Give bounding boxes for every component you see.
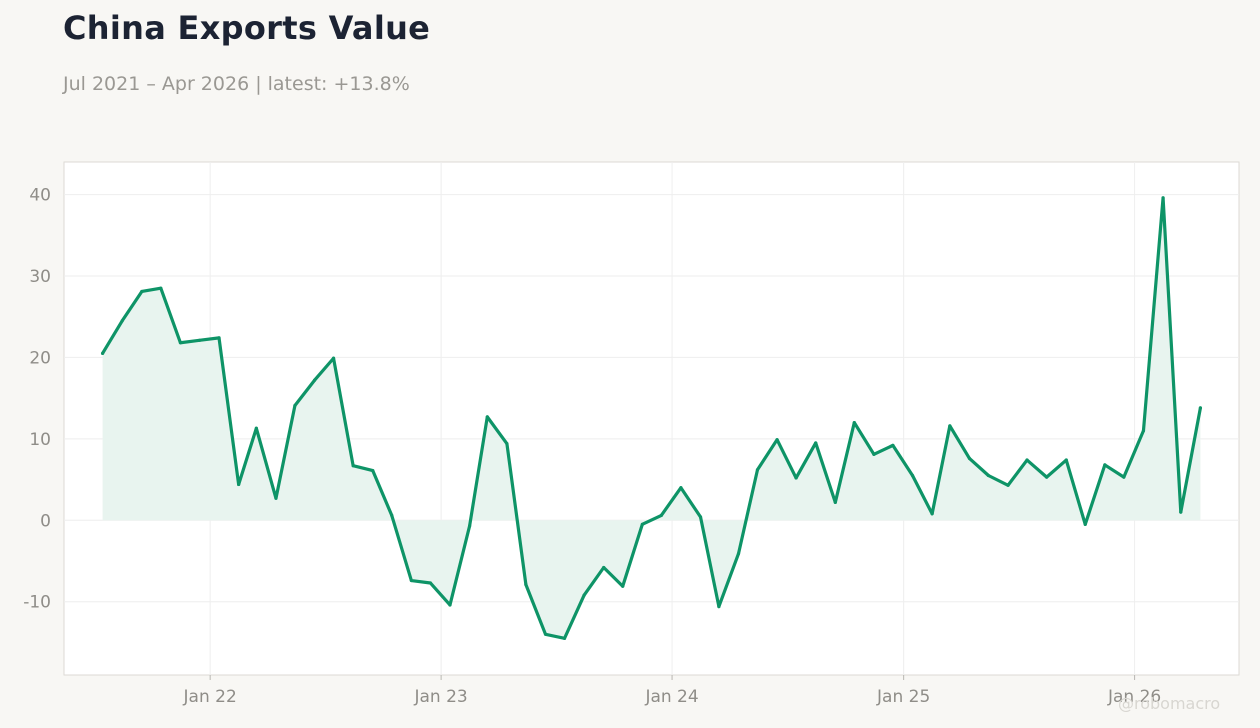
data-point bbox=[1025, 458, 1029, 462]
chart-title: China Exports Value bbox=[63, 9, 431, 47]
data-point bbox=[852, 420, 856, 425]
data-point bbox=[197, 338, 202, 342]
data-point bbox=[948, 424, 952, 428]
data-point bbox=[814, 441, 818, 445]
data-point bbox=[640, 522, 644, 526]
data-point bbox=[467, 524, 472, 528]
data-point bbox=[543, 632, 548, 636]
data-point bbox=[390, 513, 394, 518]
data-point bbox=[1045, 475, 1049, 479]
data-points bbox=[101, 196, 1202, 640]
x-tick-label: Jan 22 bbox=[183, 687, 237, 707]
data-point bbox=[140, 289, 144, 294]
data-point bbox=[833, 500, 837, 504]
data-point bbox=[101, 351, 105, 355]
data-point bbox=[409, 578, 413, 583]
data-point bbox=[428, 581, 432, 585]
data-point bbox=[891, 443, 895, 447]
data-point bbox=[659, 513, 663, 518]
watermark: @robomacro bbox=[1118, 694, 1221, 713]
data-point bbox=[178, 341, 183, 345]
series-line-path bbox=[101, 196, 1202, 640]
data-point bbox=[562, 636, 567, 640]
data-point bbox=[736, 552, 741, 556]
data-point bbox=[293, 403, 297, 408]
data-point bbox=[1122, 475, 1126, 479]
data-point bbox=[679, 486, 683, 490]
data-point bbox=[1083, 522, 1087, 526]
y-tick-label: -10 bbox=[23, 593, 51, 613]
plot-area bbox=[63, 161, 1240, 676]
chart-subtitle: Jul 2021 – Apr 2026 | latest: +13.8% bbox=[63, 73, 410, 95]
area-fill bbox=[102, 197, 1201, 639]
data-point bbox=[159, 286, 163, 290]
data-point bbox=[967, 456, 972, 460]
data-point bbox=[794, 476, 798, 480]
data-point bbox=[582, 593, 586, 597]
x-axis: Jan 22 Jan 23 Jan 24 Jan 25 Jan 26 bbox=[183, 675, 1161, 707]
y-tick-label: 20 bbox=[29, 348, 51, 368]
data-point bbox=[524, 583, 528, 587]
data-point bbox=[755, 468, 760, 472]
data-point bbox=[986, 473, 991, 478]
x-tick-label: Jan 24 bbox=[644, 687, 698, 707]
data-point bbox=[698, 515, 703, 519]
data-point bbox=[717, 605, 721, 609]
data-point bbox=[1161, 196, 1165, 200]
series-line bbox=[101, 196, 1202, 640]
x-tick-label: Jan 25 bbox=[876, 687, 930, 707]
data-point bbox=[1103, 463, 1107, 467]
data-point bbox=[1198, 406, 1202, 410]
data-point bbox=[602, 565, 606, 570]
data-point bbox=[254, 426, 258, 430]
data-point bbox=[872, 452, 876, 456]
data-point bbox=[1179, 510, 1183, 514]
y-tick-label: 0 bbox=[40, 511, 51, 531]
data-point bbox=[237, 482, 241, 487]
data-point bbox=[312, 378, 317, 382]
y-tick-label: 10 bbox=[29, 430, 51, 450]
data-point bbox=[331, 356, 336, 360]
data-point bbox=[274, 496, 278, 500]
data-point bbox=[930, 512, 934, 516]
data-point bbox=[485, 415, 489, 419]
data-point bbox=[505, 442, 509, 446]
data-point bbox=[217, 336, 221, 340]
data-point bbox=[371, 469, 375, 473]
data-point bbox=[910, 473, 915, 478]
data-point bbox=[448, 603, 452, 607]
area-fill-shape bbox=[102, 197, 1201, 639]
y-axis: 40 30 20 10 0 -10 bbox=[23, 186, 51, 613]
data-point bbox=[775, 438, 779, 442]
data-point bbox=[351, 464, 355, 468]
y-tick-label: 40 bbox=[29, 186, 51, 206]
data-point bbox=[1064, 458, 1068, 462]
data-point bbox=[1006, 483, 1010, 487]
data-point bbox=[1141, 429, 1146, 433]
x-tick-label: Jan 23 bbox=[413, 687, 467, 707]
data-point bbox=[120, 319, 124, 323]
data-point bbox=[621, 584, 625, 588]
x-tick-label: Jan 26 bbox=[1107, 687, 1161, 707]
y-tick-label: 30 bbox=[29, 267, 51, 287]
